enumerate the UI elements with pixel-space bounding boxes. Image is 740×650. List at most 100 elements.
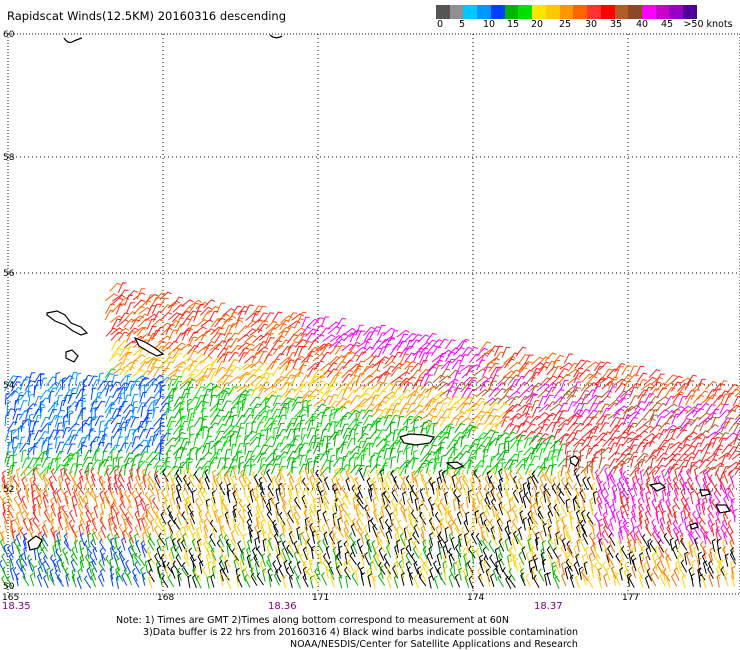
- wind-barb: [64, 551, 70, 565]
- wind-barb: [347, 468, 355, 482]
- wind-barb: [579, 519, 587, 534]
- wind-barb: [106, 533, 114, 547]
- wind-barb: [83, 449, 93, 461]
- wind-barb: [484, 496, 492, 510]
- wind-barb: [181, 441, 191, 453]
- wind-barb: [733, 416, 740, 426]
- wind-barb: [482, 361, 495, 371]
- wind-barb: [337, 524, 344, 538]
- colorbar-segment: [587, 5, 601, 19]
- wind-barb: [138, 428, 148, 440]
- wind-barb: [102, 442, 113, 454]
- wind-barb: [89, 440, 96, 453]
- wind-barb: [322, 510, 328, 525]
- wind-barb: [7, 421, 18, 432]
- wind-barb: [651, 447, 665, 456]
- wind-barb: [627, 417, 638, 427]
- wind-barb: [561, 561, 566, 576]
- wind-barb: [210, 440, 223, 450]
- wind-barb: [509, 463, 516, 476]
- wind-barb: [403, 537, 408, 551]
- wind-barb: [545, 401, 557, 411]
- wind-barb: [547, 525, 552, 539]
- wind-barb: [640, 382, 654, 391]
- wind-barb: [129, 467, 134, 482]
- wind-barb: [487, 402, 500, 412]
- wind-barb: [694, 537, 699, 551]
- wind-barb: [675, 531, 681, 545]
- wind-barb: [549, 403, 563, 412]
- wind-barb: [409, 339, 421, 350]
- wind-barb: [145, 383, 157, 393]
- wind-barb: [119, 365, 130, 376]
- wind-barb: [331, 539, 337, 553]
- wind-barb: [436, 488, 441, 502]
- wind-barb: [344, 544, 351, 558]
- wind-barb: [133, 299, 146, 309]
- wind-barb: [455, 415, 465, 427]
- wind-barb: [455, 364, 465, 376]
- wind-barb: [396, 329, 410, 338]
- wind-barb: [198, 509, 204, 524]
- wind-barb: [197, 490, 204, 504]
- wind-barb: [638, 503, 643, 518]
- wind-barb: [404, 409, 417, 419]
- wind-barb: [722, 511, 728, 526]
- wind-barb: [207, 440, 215, 453]
- wind-barb: [365, 508, 370, 523]
- wind-barb: [17, 525, 22, 540]
- wind-barb: [447, 456, 453, 470]
- wind-barb: [399, 459, 412, 469]
- wind-barb: [68, 412, 74, 426]
- wind-barb: [497, 552, 505, 566]
- wind-barb: [561, 503, 568, 517]
- wind-barb: [516, 439, 523, 453]
- wind-barb: [475, 532, 483, 547]
- wind-barb: [662, 437, 676, 446]
- wind-barb: [550, 463, 557, 477]
- wind-barb: [329, 460, 334, 474]
- wind-barb: [673, 487, 679, 502]
- wind-barb: [581, 416, 593, 426]
- wind-barb: [292, 327, 306, 336]
- wind-barb: [273, 532, 280, 547]
- wind-barb: [342, 359, 354, 370]
- wind-barb: [220, 382, 231, 393]
- wind-barb: [479, 411, 491, 422]
- wind-barb: [32, 565, 38, 579]
- wind-barb: [314, 380, 326, 391]
- wind-barb: [89, 489, 97, 503]
- wind-barb: [64, 468, 71, 482]
- wind-barb: [278, 477, 285, 491]
- wind-barb: [201, 566, 210, 580]
- wind-barb: [114, 468, 119, 482]
- wind-barb: [324, 476, 330, 491]
- wind-barb: [620, 374, 632, 384]
- wind-barb: [368, 330, 379, 341]
- wind-barb: [13, 442, 23, 454]
- wind-barb: [541, 558, 547, 573]
- wind-barb: [314, 428, 320, 442]
- wind-barb: [210, 495, 217, 510]
- wind-barb: [483, 397, 497, 406]
- wind-barb: [21, 449, 27, 463]
- wind-barb: [231, 451, 243, 461]
- wind-barb: [705, 394, 717, 404]
- wind-barb: [441, 470, 447, 484]
- wind-barb: [363, 326, 375, 336]
- wind-barb: [547, 502, 554, 517]
- wind-barb: [516, 423, 526, 434]
- wind-barb: [404, 352, 416, 363]
- wind-barb: [63, 457, 75, 467]
- wind-barb: [381, 383, 394, 393]
- wind-barb: [476, 359, 486, 371]
- wind-barb: [565, 558, 573, 572]
- wind-speed-colorbar: [436, 5, 697, 19]
- wind-barb: [451, 359, 463, 370]
- wind-barb: [20, 466, 32, 477]
- wind-barb: [189, 516, 195, 531]
- wind-barb: [420, 525, 425, 539]
- wind-barb: [17, 489, 23, 503]
- wind-barb: [566, 544, 574, 558]
- wind-barb: [255, 504, 261, 518]
